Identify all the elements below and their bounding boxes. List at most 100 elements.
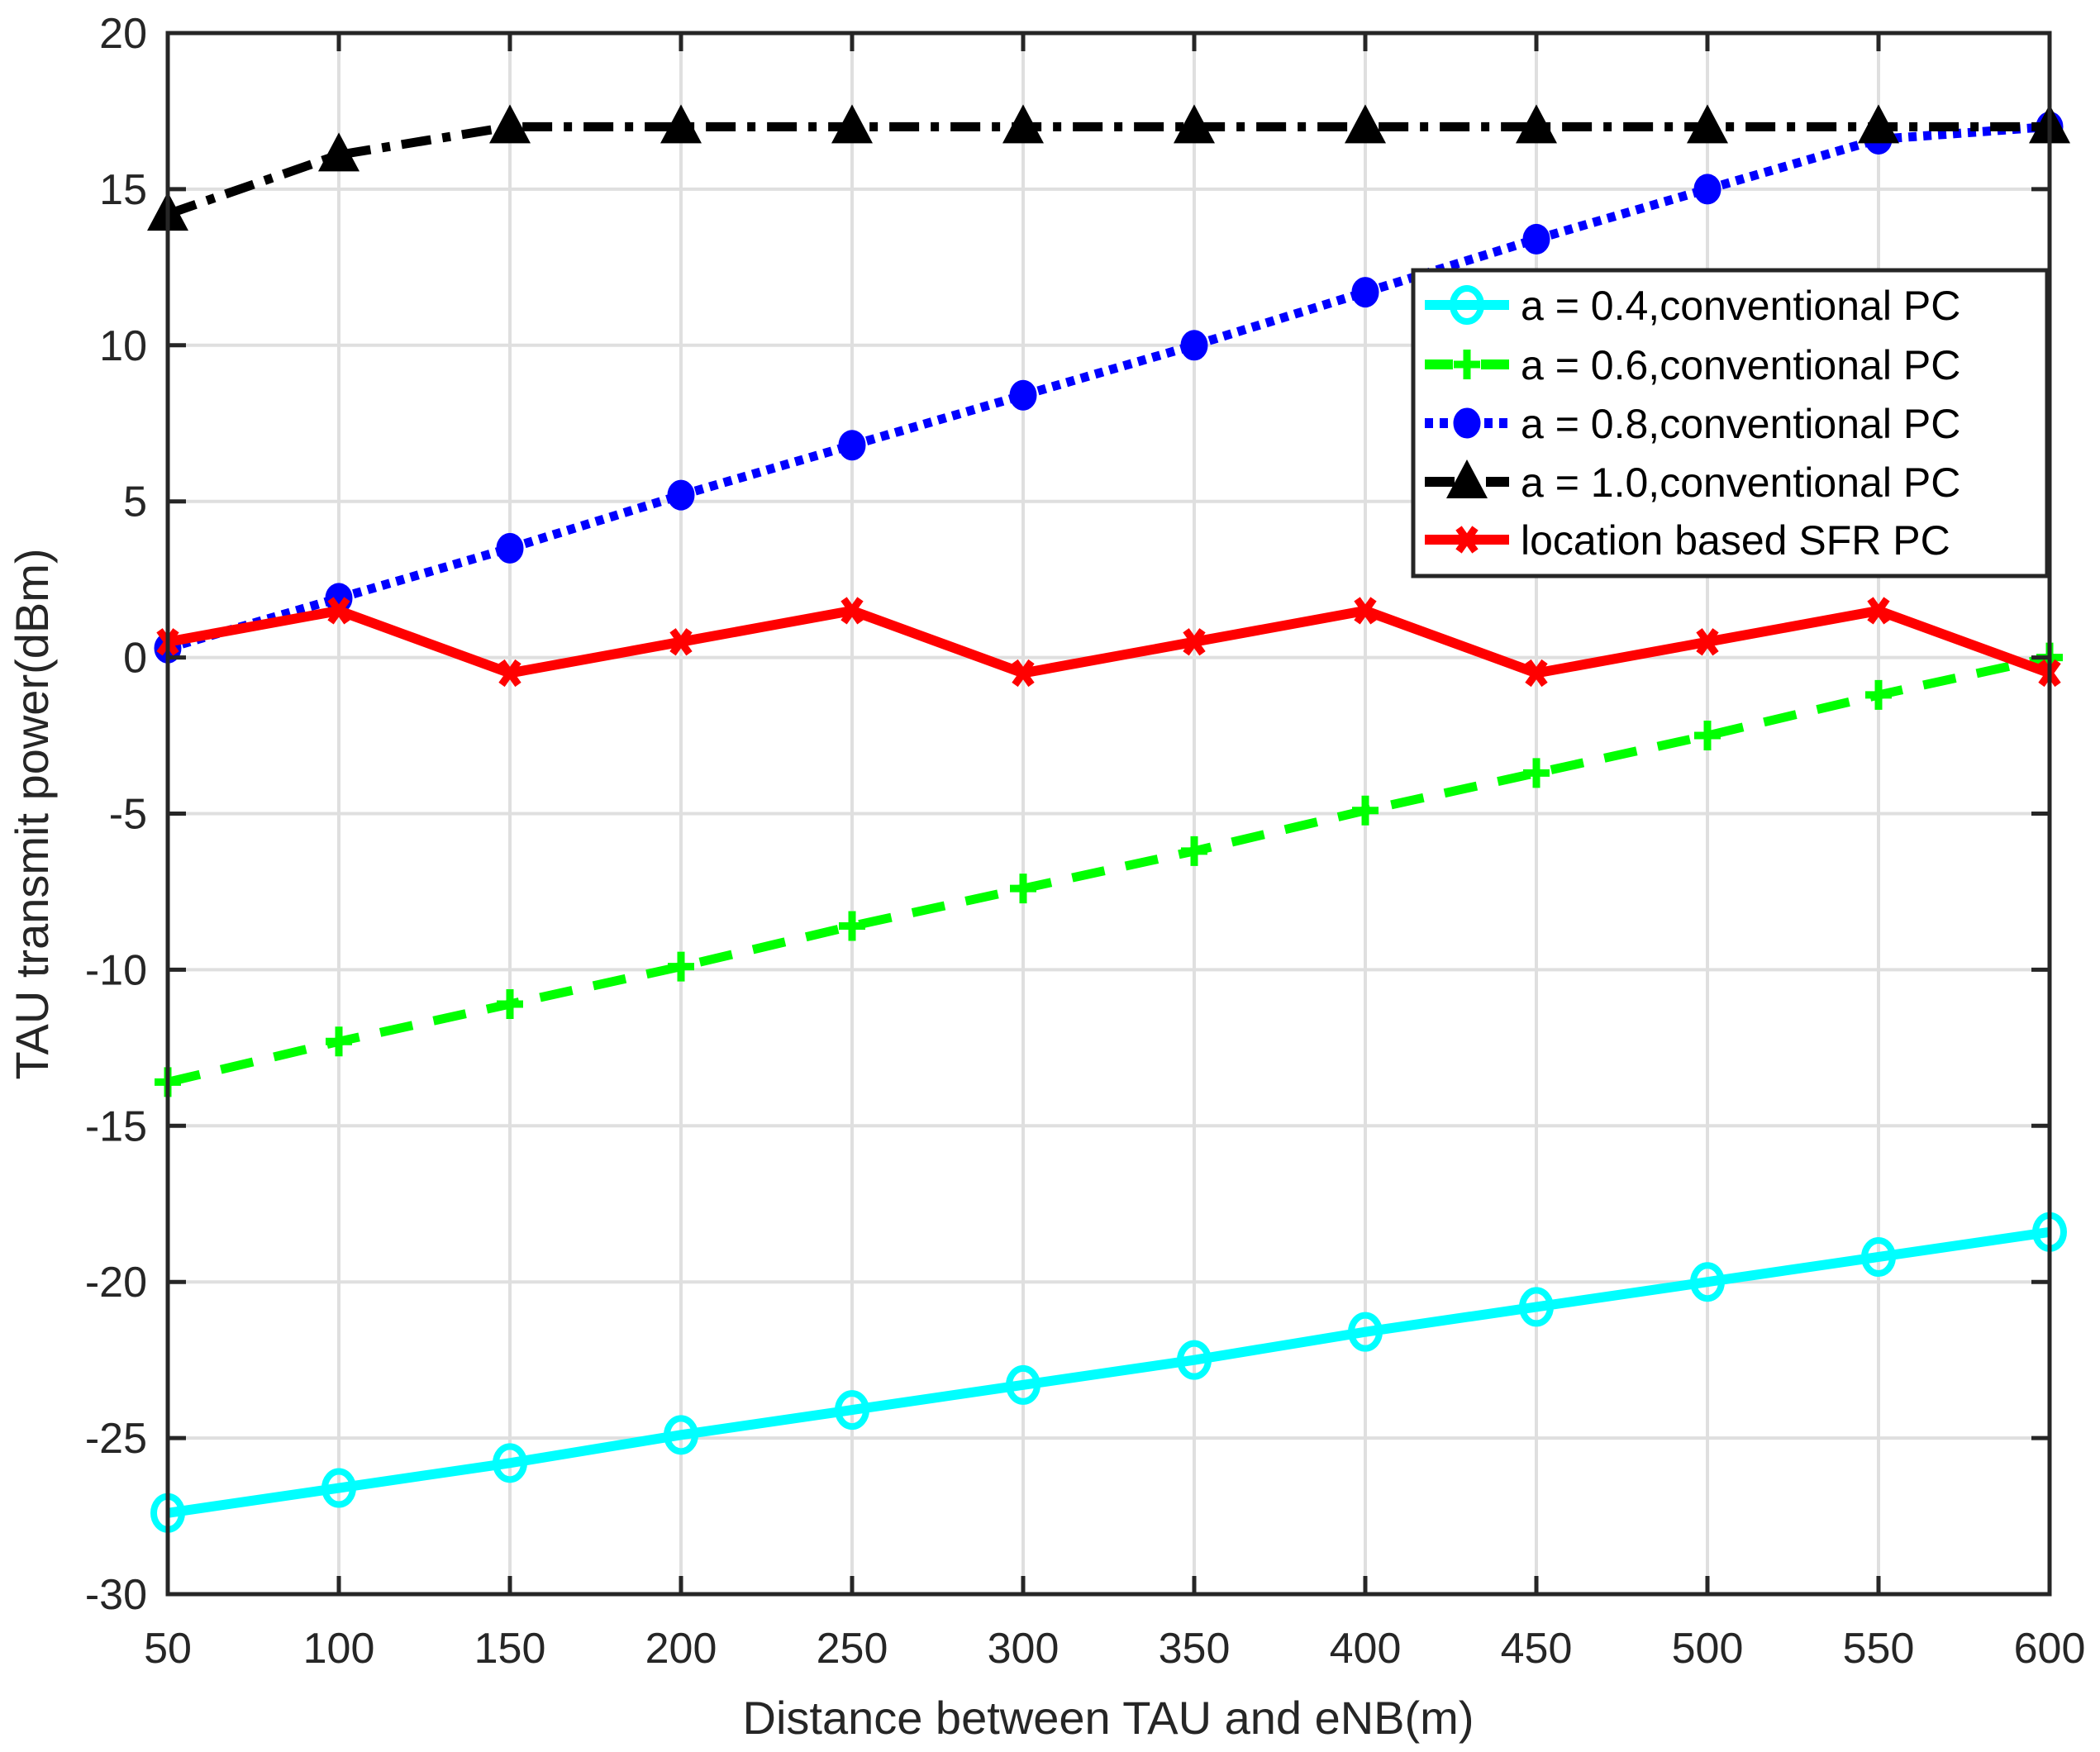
data-point-marker [1687,104,1728,144]
data-point-marker [669,628,693,656]
data-point-marker [1446,459,1488,498]
y-axis-label: TAU transmit power(dBm) [6,548,58,1079]
series-line [166,121,2050,653]
data-point-marker [1522,223,1550,255]
y-tick-label: -10 [85,946,147,994]
y-tick-label: 15 [99,166,147,214]
legend-item: a = 1.0,conventional PC [1425,459,1960,506]
grid-lines [166,31,2051,1596]
data-point-marker [1010,874,1036,904]
data-point-marker [660,104,702,144]
x-tick-label: 50 [144,1625,192,1673]
data-point-marker [840,597,864,625]
y-tick-label: -20 [85,1259,147,1307]
series-1 [155,642,2063,1097]
y-tick-label: 10 [99,322,147,370]
data-point-marker [1450,285,1484,325]
data-point-marker [1345,104,1386,144]
legend-box [1411,268,2050,578]
axes [165,31,2052,1597]
data-point-marker [664,1415,698,1455]
legend-item: a = 0.6,conventional PC [1425,342,1960,388]
x-tick-label: 550 [1843,1625,1915,1673]
data-point-marker [493,1443,527,1483]
data-point-marker [1354,597,1377,625]
legend-label: a = 1.0,conventional PC [1521,459,1960,506]
data-point-marker [489,104,531,144]
data-point-marker [326,1026,352,1057]
data-point-marker [496,532,524,564]
data-point-marker [318,132,360,172]
legend-item: a = 0.4,conventional PC [1425,283,1960,329]
legend-label: a = 0.6,conventional PC [1521,342,1960,388]
legend-item: a = 0.8,conventional PC [1425,401,1960,447]
data-point-marker [327,597,350,625]
series-3 [147,104,2070,231]
legend-item: location based SFR PC [1425,517,1950,564]
y-tick-labels: 20 15 10 5 0 -5 -10 -15 -20 -25 -30 [85,10,147,1619]
data-point-marker [1002,104,1044,144]
series-line [166,653,2051,1087]
y-tick-label: -15 [85,1102,147,1150]
data-point-marker [1348,1312,1383,1352]
y-tick-label: 5 [123,478,147,526]
x-tick-labels: 50 100 150 200 250 300 350 400 450 500 550 600 [144,1625,2085,1673]
x-tick-label: 200 [645,1625,717,1673]
legend-label: a = 0.8,conventional PC [1521,401,1960,447]
y-tick-label: -30 [85,1571,147,1619]
legend-label: location based SFR PC [1521,517,1950,564]
x-tick-label: 100 [303,1625,375,1673]
legend: a = 0.4,conventional PC a = 0.6,conventio… [1411,268,2050,578]
data-point-marker [1696,628,1719,656]
data-point-marker [1523,758,1550,788]
legend-label: a = 0.4,conventional PC [1521,283,1960,329]
data-point-marker [497,988,523,1019]
data-point-marker [1858,104,1899,144]
data-point-marker [668,951,694,982]
data-point-marker [1861,1236,1896,1277]
y-tick-label: 0 [123,635,147,683]
data-point-marker [667,479,695,511]
series-0 [150,1212,2067,1533]
y-tick-label: -25 [85,1415,147,1463]
x-tick-label: 300 [988,1625,1060,1673]
axes-box [165,31,2052,1597]
series-line [166,121,2050,219]
data-point-marker [1174,104,1215,144]
series-line [167,1226,2050,1518]
x-tick-label: 400 [1330,1625,1402,1673]
data-point-marker [1865,679,1892,710]
series-layer [147,104,2070,1533]
data-point-marker [831,104,873,144]
data-point-marker [1012,659,1035,688]
data-point-marker [1867,597,1890,625]
data-point-marker [1352,795,1379,826]
data-point-marker [1693,174,1721,205]
data-point-marker [838,430,866,461]
data-point-marker [1455,526,1479,554]
data-point-marker [1453,407,1481,439]
x-tick-label: 150 [474,1625,546,1673]
data-point-marker [1183,628,1206,656]
data-point-marker [321,1468,356,1508]
data-point-marker [498,659,521,688]
y-tick-label: 20 [99,10,147,58]
data-point-marker [835,1390,869,1431]
x-tick-label: 250 [817,1625,888,1673]
series-4 [156,597,2061,688]
data-point-marker [1177,1340,1212,1380]
x-tick-label: 450 [1501,1625,1573,1673]
data-point-marker [1694,721,1721,751]
data-point-marker [1006,1364,1040,1405]
data-point-marker [1516,104,1557,144]
data-point-marker [1454,350,1480,379]
x-tick-label: 600 [2014,1625,2086,1673]
data-point-marker [1180,330,1208,361]
data-point-marker [1690,1262,1725,1302]
data-point-marker [1181,836,1207,866]
series-line [166,605,2052,678]
x-tick-label: 500 [1672,1625,1744,1673]
data-point-marker [839,911,865,941]
y-tick-label: -5 [109,791,147,839]
